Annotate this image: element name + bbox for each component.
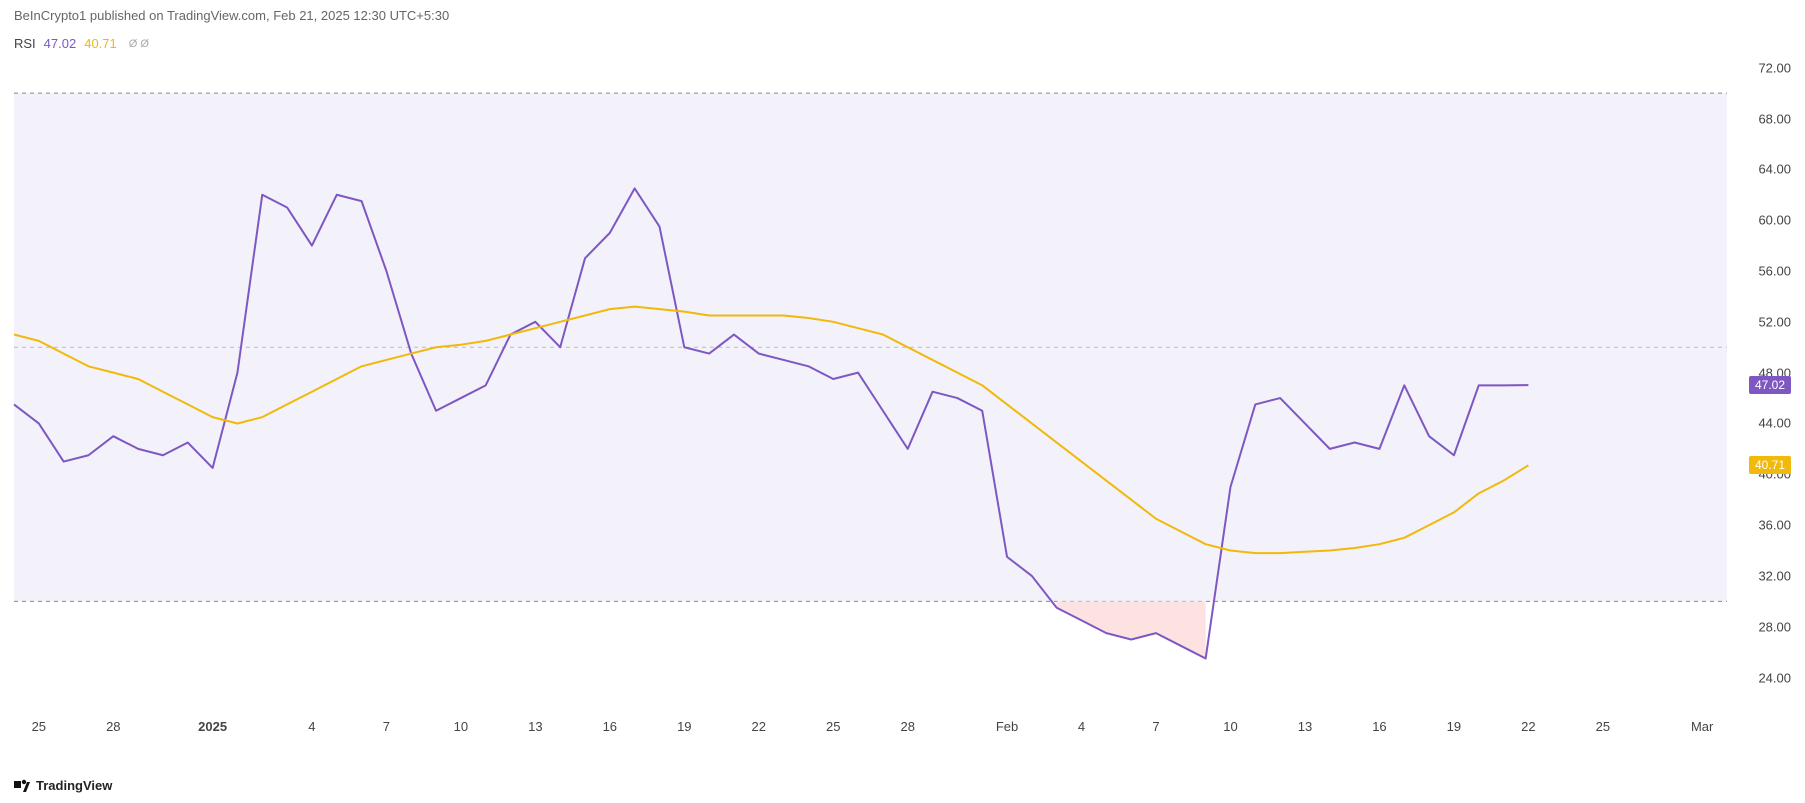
tradingview-label: TradingView — [36, 778, 112, 793]
x-tick: 16 — [1372, 719, 1386, 734]
x-tick: 28 — [106, 719, 120, 734]
x-tick: 25 — [1596, 719, 1610, 734]
x-tick: 10 — [1223, 719, 1237, 734]
chart-container: BeInCrypto1 published on TradingView.com… — [0, 0, 1805, 803]
y-tick: 68.00 — [1758, 111, 1791, 126]
x-tick: 10 — [454, 719, 468, 734]
x-tick: Feb — [996, 719, 1018, 734]
y-tick: 36.00 — [1758, 518, 1791, 533]
x-tick: 22 — [752, 719, 766, 734]
x-tick: 4 — [1078, 719, 1085, 734]
x-tick: 13 — [528, 719, 542, 734]
x-tick: 19 — [677, 719, 691, 734]
y-axis: 24.0028.0032.0036.0040.0044.0048.0052.00… — [1731, 55, 1791, 703]
x-tick: 16 — [603, 719, 617, 734]
y-tick: 52.00 — [1758, 314, 1791, 329]
indicator-legend: RSI 47.02 40.71 Ø Ø — [14, 36, 149, 51]
x-axis: 25 28 2025 4 7 10 13 16 19 22 25 28 Feb 4 7 10 13 16 19 22 2… — [14, 715, 1727, 745]
tradingview-logo-icon — [14, 777, 30, 793]
y-tick: 60.00 — [1758, 213, 1791, 228]
y-tick: 32.00 — [1758, 568, 1791, 583]
x-tick: 2025 — [198, 719, 227, 734]
y-tick: 44.00 — [1758, 416, 1791, 431]
x-tick: Mar — [1691, 719, 1713, 734]
x-tick: 28 — [901, 719, 915, 734]
x-tick: 25 — [32, 719, 46, 734]
price-badge: 47.02 — [1749, 376, 1791, 394]
x-tick: 7 — [1152, 719, 1159, 734]
legend-extra: Ø Ø — [129, 38, 149, 50]
x-tick: 22 — [1521, 719, 1535, 734]
y-tick: 24.00 — [1758, 670, 1791, 685]
price-badge: 40.71 — [1749, 456, 1791, 474]
x-tick: 13 — [1298, 719, 1312, 734]
publish-info: BeInCrypto1 published on TradingView.com… — [14, 8, 449, 23]
legend-value-1: 47.02 — [44, 36, 77, 51]
y-tick: 28.00 — [1758, 619, 1791, 634]
x-tick: 25 — [826, 719, 840, 734]
legend-value-2: 40.71 — [84, 36, 117, 51]
chart-svg — [14, 55, 1727, 703]
x-tick: 4 — [308, 719, 315, 734]
y-tick: 56.00 — [1758, 264, 1791, 279]
chart-plot-area[interactable] — [14, 55, 1727, 703]
y-tick: 72.00 — [1758, 60, 1791, 75]
y-tick: 64.00 — [1758, 162, 1791, 177]
tradingview-branding: TradingView — [14, 777, 112, 793]
legend-label: RSI — [14, 36, 36, 51]
x-tick: 19 — [1447, 719, 1461, 734]
x-tick: 7 — [383, 719, 390, 734]
